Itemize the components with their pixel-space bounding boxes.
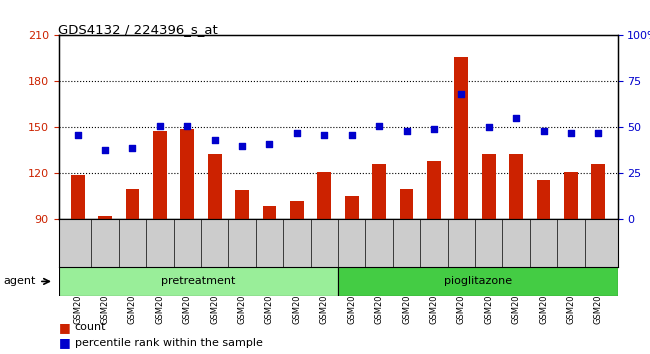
Point [593, 130, 603, 136]
Point [538, 128, 549, 134]
Text: count: count [75, 322, 106, 332]
Point [346, 132, 357, 138]
Text: pioglitazone: pioglitazone [444, 276, 512, 286]
Point [209, 137, 220, 143]
Bar [509, 154, 523, 219]
Bar [345, 196, 359, 219]
Bar [125, 189, 139, 219]
Bar [454, 57, 468, 219]
Point [100, 147, 110, 152]
Bar [317, 172, 331, 219]
Point [265, 141, 275, 147]
Text: pretreatment: pretreatment [161, 276, 235, 286]
Point [374, 123, 384, 129]
Bar [208, 154, 222, 219]
Point [182, 123, 192, 129]
Bar [58, 267, 338, 296]
Point [155, 123, 165, 129]
Text: ■: ■ [58, 321, 70, 334]
Bar [235, 190, 249, 219]
Bar [564, 172, 578, 219]
Point [456, 91, 467, 97]
Bar [592, 164, 605, 219]
Point [127, 145, 138, 150]
Bar [338, 267, 618, 296]
Bar [98, 216, 112, 219]
Bar [537, 179, 551, 219]
Text: GDS4132 / 224396_s_at: GDS4132 / 224396_s_at [58, 23, 218, 36]
Bar [372, 164, 386, 219]
Bar [400, 189, 413, 219]
Point [73, 132, 83, 138]
Point [429, 126, 439, 132]
Point [319, 132, 330, 138]
Bar [290, 201, 304, 219]
Point [237, 143, 247, 149]
Text: percentile rank within the sample: percentile rank within the sample [75, 338, 263, 348]
Bar [71, 175, 84, 219]
Bar [482, 154, 495, 219]
Point [401, 128, 411, 134]
Point [484, 125, 494, 130]
Text: ■: ■ [58, 336, 70, 349]
Bar [263, 206, 276, 219]
Bar [153, 131, 167, 219]
Bar [181, 129, 194, 219]
Bar [427, 161, 441, 219]
Point [566, 130, 576, 136]
Text: agent: agent [3, 276, 36, 286]
Point [292, 130, 302, 136]
Point [511, 115, 521, 121]
